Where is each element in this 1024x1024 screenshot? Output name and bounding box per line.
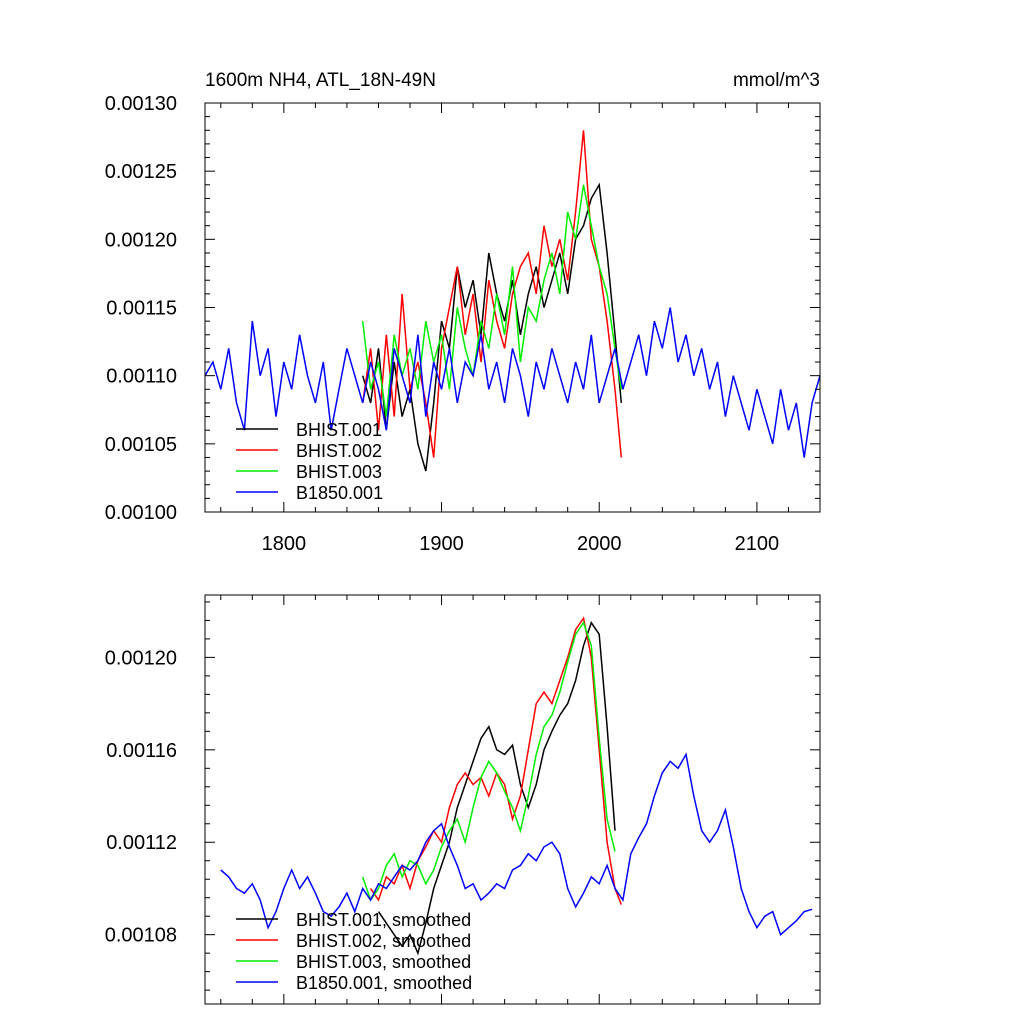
bottom-series-line-1 <box>377 621 616 956</box>
top-series-line-2 <box>361 130 623 458</box>
top-y-tick-label: 0.00110 <box>106 366 177 388</box>
bottom-series-line-2 <box>369 616 622 905</box>
top-x-tick-label: 1800 <box>262 533 307 555</box>
top-panel: 1600m NH4, ATL_18N-49N mmol/m^3 1800 1900… <box>105 70 821 555</box>
bottom-series-line-4 <box>220 752 813 937</box>
bottom-y-tick-label: 0.00116 <box>106 740 177 762</box>
bottom-plot-frame <box>204 594 821 1005</box>
top-y-tick-label: 0.00120 <box>105 229 177 251</box>
top-x-tick-label: 2000 <box>577 533 622 555</box>
bottom-series-layer <box>220 616 813 956</box>
bottom-series-line-3 <box>361 621 616 902</box>
top-series-line-4 <box>204 307 821 458</box>
bottom-legend-label: BHIST.003, smoothed <box>296 952 471 972</box>
bottom-y-tick-label: 0.00112 <box>106 832 177 854</box>
top-panel-title: 1600m NH4, ATL_18N-49N <box>205 70 436 91</box>
top-y-tick-label: 0.00115 <box>106 298 177 320</box>
bottom-legend-label: BHIST.001, smoothed <box>296 910 471 930</box>
bottom-y-tick-label: 0.00120 <box>105 647 177 669</box>
top-axes-layer: 1800 1900 2000 2100 0.00100 0.00105 0.00110 0.0… <box>105 93 821 555</box>
top-legend-label: BHIST.002 <box>296 441 382 461</box>
bottom-axes-layer: 0.00108 0.00112 0.00116 0.00120 <box>105 595 821 1004</box>
top-series-layer <box>204 130 821 472</box>
top-x-tick-label: 2100 <box>735 533 780 555</box>
top-x-tick-label: 1900 <box>419 533 464 555</box>
bottom-y-tick-label: 0.00108 <box>105 925 177 947</box>
top-y-tick-label: 0.00130 <box>105 93 177 115</box>
top-legend-label: BHIST.003 <box>296 462 382 482</box>
top-series-line-3 <box>361 184 623 417</box>
top-y-tick-label: 0.00105 <box>105 434 177 456</box>
bottom-legend-label: B1850.001, smoothed <box>296 973 472 993</box>
bottom-panel: 0.00108 0.00112 0.00116 0.00120 BHIST.001, … <box>105 594 821 1005</box>
top-legend-label: B1850.001 <box>296 483 383 503</box>
bottom-legend-label: BHIST.002, smoothed <box>296 931 471 951</box>
top-y-tick-label: 0.00100 <box>105 502 177 524</box>
top-y-tick-label: 0.00125 <box>105 161 177 183</box>
top-series-line-1 <box>361 182 623 472</box>
top-panel-units: mmol/m^3 <box>733 70 820 91</box>
top-legend-label: BHIST.001 <box>296 420 382 440</box>
